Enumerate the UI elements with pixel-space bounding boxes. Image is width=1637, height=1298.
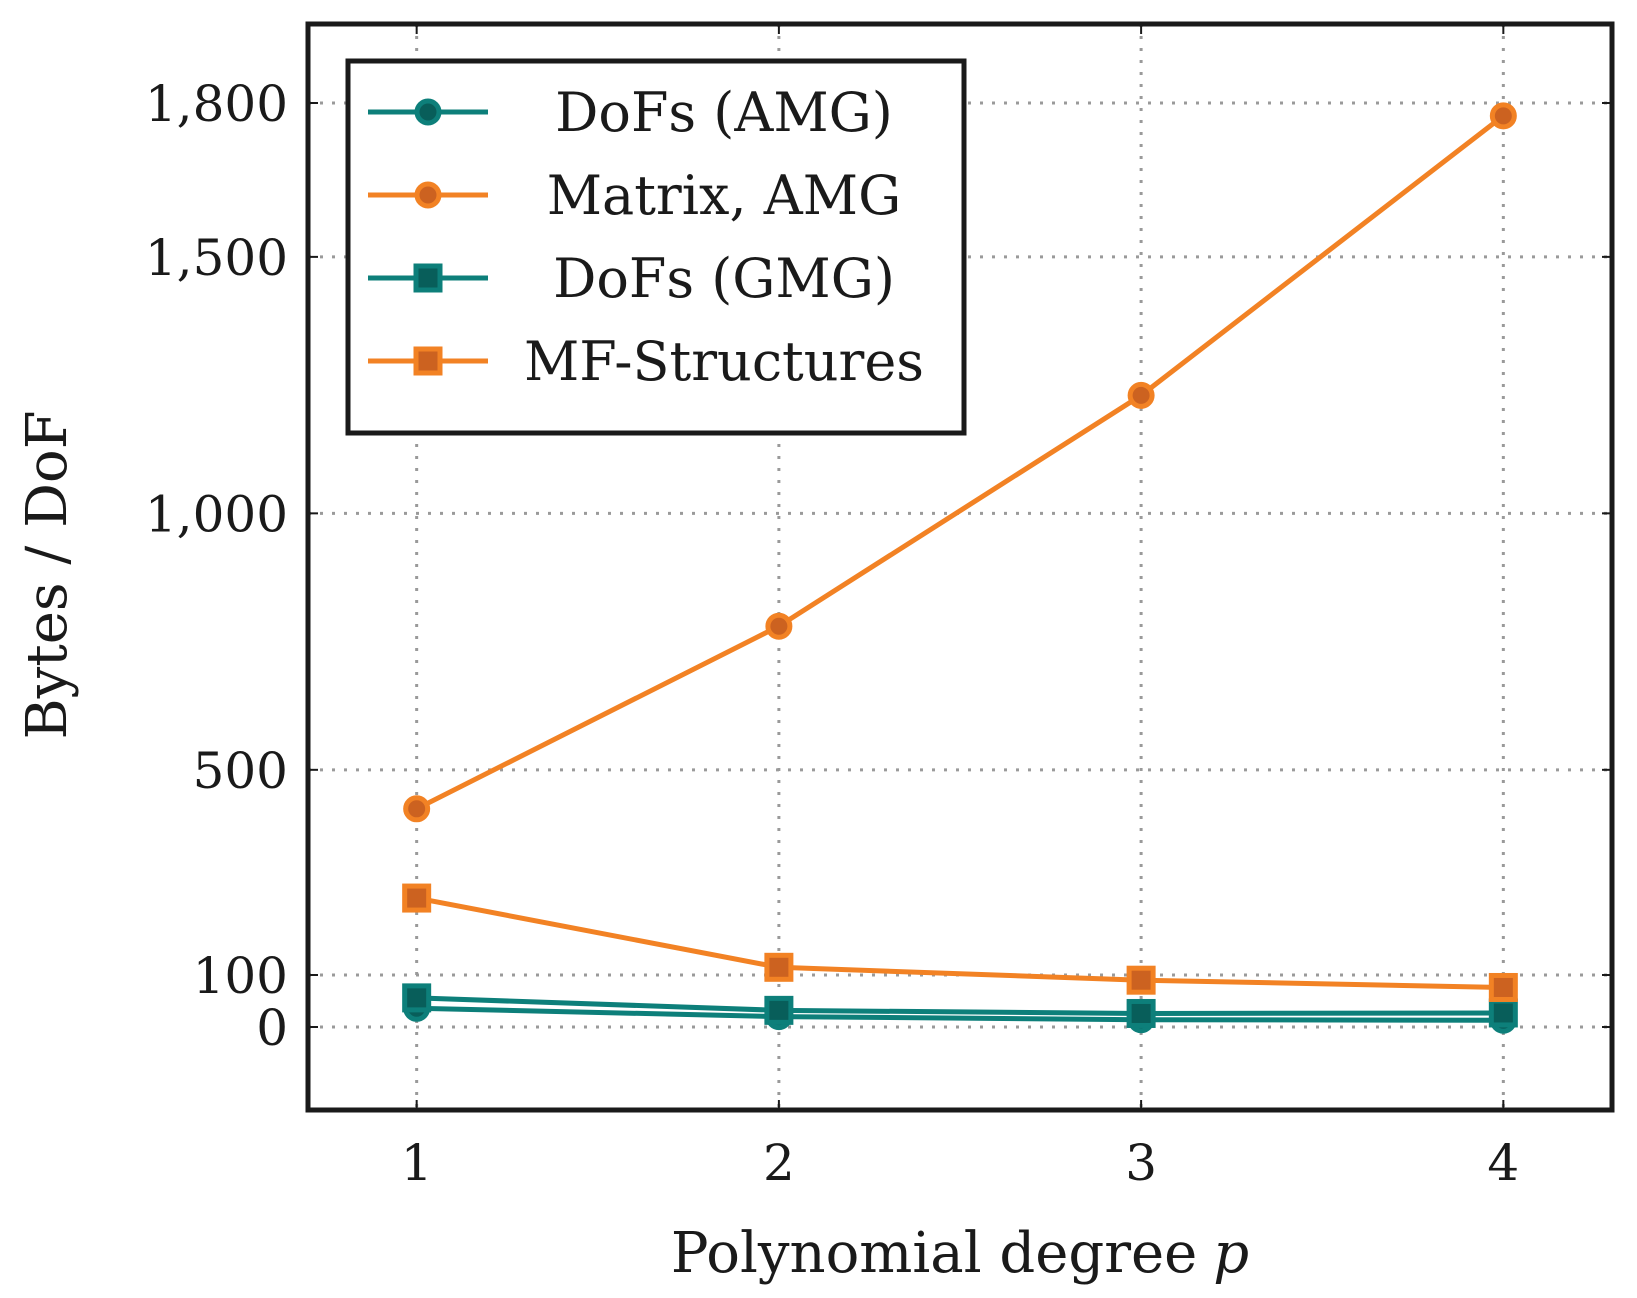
x-axis-label: Polynomial degree p <box>671 1221 1249 1286</box>
series-layer <box>402 102 1518 1034</box>
data-point <box>1126 965 1156 995</box>
y-tick-label: 1,500 <box>145 229 288 287</box>
series-3 <box>402 983 1518 1028</box>
legend-swatch-marker <box>413 346 443 376</box>
data-point <box>1488 972 1518 1002</box>
legend-box <box>345 58 967 436</box>
legend-entry: DoFs (AMG) <box>368 81 893 144</box>
y-tick-label: 1,000 <box>145 485 288 543</box>
x-axis-label-text: Polynomial degree <box>671 1221 1197 1286</box>
legend-label: MF-Structures <box>524 330 924 393</box>
data-point <box>765 612 793 640</box>
data-point <box>1489 102 1517 130</box>
data-point <box>764 995 794 1025</box>
legend-label: Matrix, AMG <box>547 164 901 227</box>
series-line <box>416 995 1504 1016</box>
data-point <box>1127 381 1155 409</box>
axis-label-layer: Polynomial degree p Bytes / DoF <box>15 410 1249 1286</box>
legend: DoFs (AMG) Matrix, AMG DoFs (GMG) MF-Struct… <box>345 58 967 436</box>
legend-label: DoFs (GMG) <box>553 247 895 310</box>
y-tick-label: 100 <box>193 947 288 1005</box>
data-point <box>403 795 431 823</box>
x-tick-label: 1 <box>401 1134 433 1192</box>
data-point <box>402 883 432 913</box>
y-axis-label: Bytes / DoF <box>15 410 80 739</box>
legend-label: DoFs (AMG) <box>555 81 893 144</box>
x-tick-label: 4 <box>1487 1134 1519 1192</box>
data-point <box>1126 998 1156 1028</box>
legend-entry: MF-Structures <box>368 330 924 393</box>
data-point <box>764 952 794 982</box>
x-tick-label: 2 <box>763 1134 795 1192</box>
plot-frame <box>305 21 1615 1113</box>
x-tick-label: 3 <box>1125 1134 1157 1192</box>
series-2 <box>403 102 1517 823</box>
data-point <box>402 983 432 1013</box>
legend-swatch-marker <box>414 181 442 209</box>
data-point <box>1488 998 1518 1028</box>
series-4 <box>402 883 1518 1002</box>
x-axis-label-variable: p <box>1213 1221 1249 1286</box>
series-line <box>415 113 1505 812</box>
series-line <box>416 1005 1504 1023</box>
y-tick-label: 1,800 <box>145 75 288 133</box>
legend-entry: DoFs (GMG) <box>368 247 895 310</box>
series-line <box>416 895 1504 990</box>
legend-swatch-marker <box>414 98 442 126</box>
legend-entry: Matrix, AMG <box>368 164 901 227</box>
y-tick-label: 0 <box>256 999 288 1057</box>
legend-swatch-marker <box>413 263 443 293</box>
y-tick-label: 500 <box>193 742 288 800</box>
